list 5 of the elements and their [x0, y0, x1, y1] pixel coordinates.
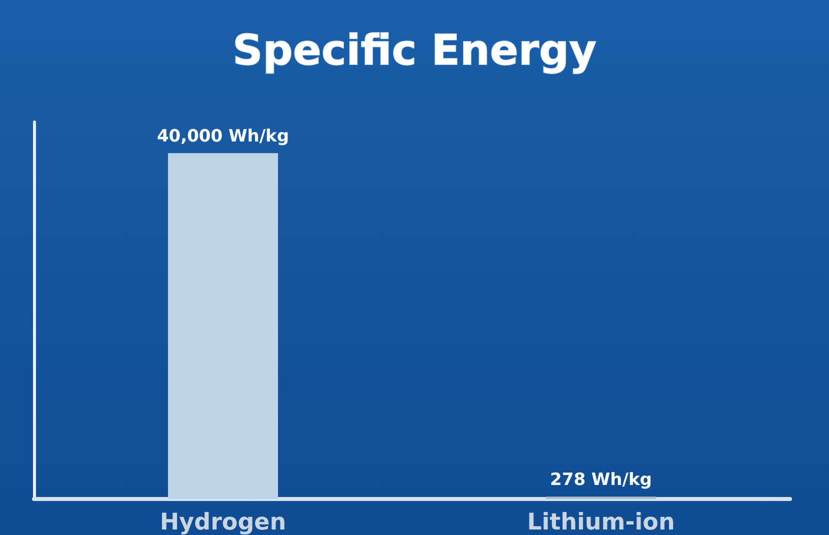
- data-label: 278 Wh/kg: [550, 470, 652, 490]
- x-tick-label: Lithium-ion: [527, 510, 675, 535]
- chart-title: Specific Energy: [232, 26, 596, 74]
- data-label: 40,000 Wh/kg: [156, 126, 290, 147]
- x-tick-label: Hydrogen: [160, 510, 286, 535]
